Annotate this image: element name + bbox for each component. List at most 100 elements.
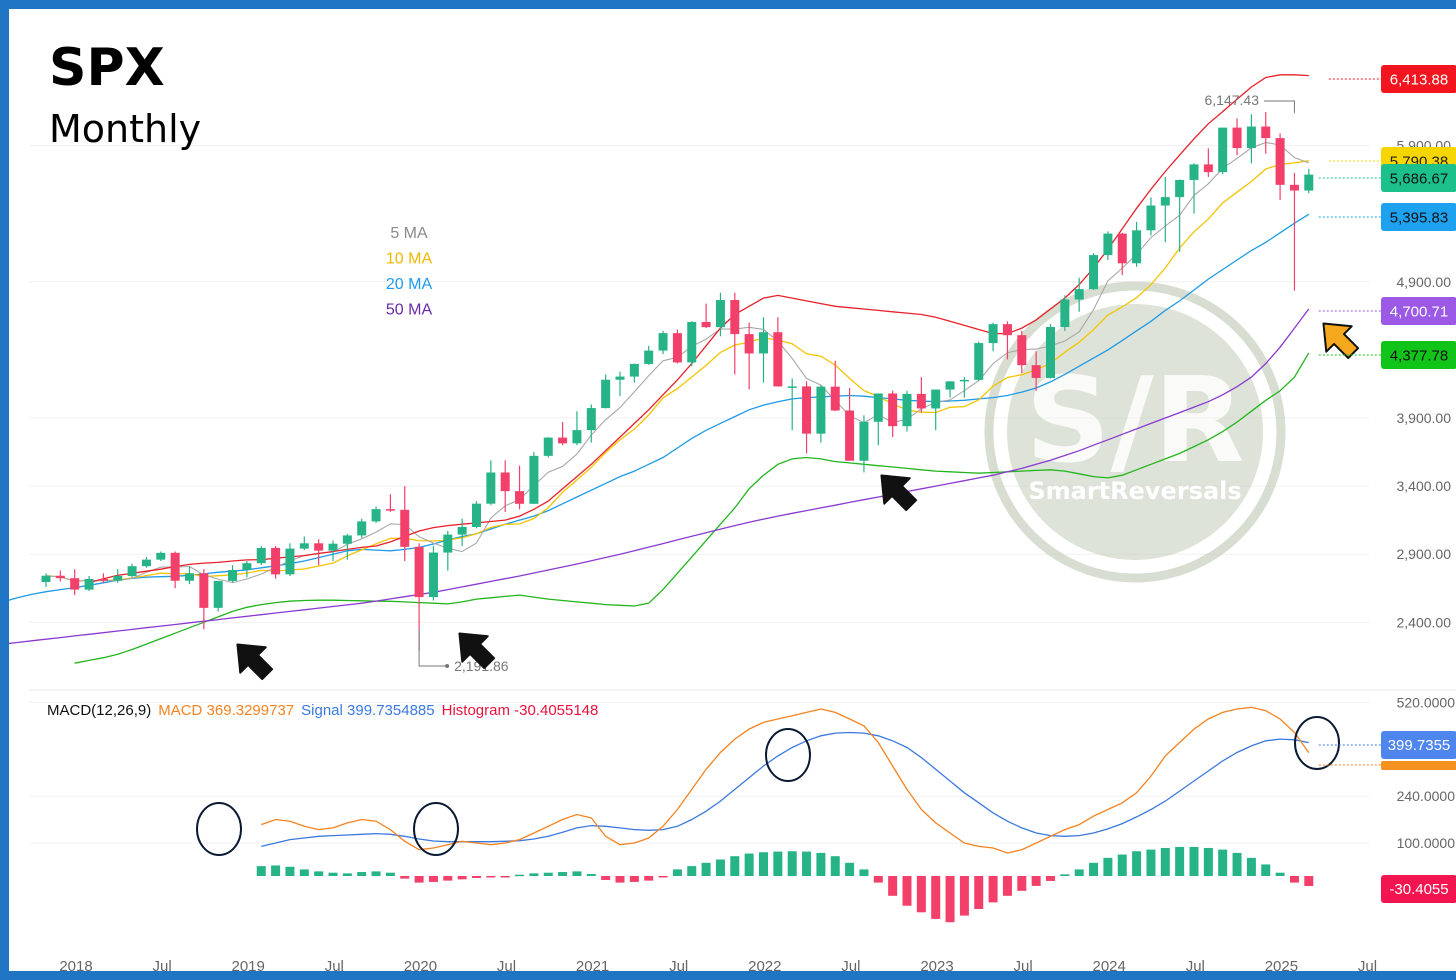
- ma50-badge-label: 4,700.71: [1390, 304, 1448, 321]
- candle-body: [988, 324, 998, 344]
- candle-body: [70, 578, 80, 590]
- legend-item: 20 MA: [386, 276, 433, 293]
- candle-body: [314, 543, 324, 551]
- histogram-bar: [328, 872, 338, 876]
- candle: [931, 389, 941, 431]
- candle-body: [931, 389, 941, 409]
- candle: [515, 465, 525, 510]
- histogram-bar: [1089, 862, 1099, 876]
- candle-body: [701, 321, 711, 328]
- candle: [916, 377, 926, 413]
- time-tick-label: Jul: [669, 958, 688, 975]
- watermark-text: SmartReversals: [1028, 477, 1241, 505]
- candle: [428, 546, 438, 601]
- candle-body: [1275, 138, 1285, 185]
- candle-body: [1232, 127, 1242, 149]
- candle-body: [1002, 324, 1012, 336]
- candle: [1289, 172, 1299, 291]
- candle-body: [342, 535, 352, 544]
- candle: [529, 452, 539, 504]
- last-price-badge-label: 5,686.67: [1390, 171, 1448, 188]
- candle-body: [1146, 205, 1156, 231]
- histogram-bar: [400, 876, 410, 879]
- candle-body: [558, 437, 568, 444]
- candle: [543, 437, 553, 458]
- candle-body: [199, 573, 209, 608]
- candle-body: [500, 472, 510, 492]
- candle: [988, 322, 998, 352]
- histogram-bar: [759, 852, 768, 876]
- spx-chart[interactable]: S/RSmartReversals6,147.432,191.86SPXMont…: [9, 9, 1456, 980]
- candle-body: [170, 552, 180, 581]
- legend-item: 50 MA: [386, 302, 433, 319]
- candle-body: [1103, 233, 1113, 256]
- histogram-bar: [816, 852, 826, 876]
- candle: [572, 411, 582, 446]
- candle-body: [873, 393, 883, 422]
- candle-body: [1160, 197, 1170, 206]
- candle-body: [1218, 127, 1228, 173]
- candle: [672, 329, 682, 364]
- candle: [1060, 295, 1070, 331]
- candle: [271, 546, 281, 579]
- candle: [400, 486, 410, 562]
- histogram-bar: [529, 873, 539, 876]
- histogram-bar: [959, 876, 969, 916]
- ma50-line: [9, 308, 1310, 645]
- candle: [859, 415, 869, 473]
- candle: [500, 460, 510, 512]
- candle-body: [156, 552, 166, 560]
- histogram-bar: [1103, 857, 1113, 876]
- candle: [830, 360, 840, 412]
- candle-body: [744, 334, 754, 354]
- price-tick-label: 3,900.00: [1397, 410, 1452, 426]
- histogram-bar: [773, 851, 783, 876]
- candle-body: [715, 300, 725, 328]
- legend-item: 10 MA: [386, 251, 433, 268]
- histogram-bar: [1175, 846, 1185, 876]
- histogram-bar: [1017, 876, 1027, 891]
- histogram-bar: [715, 859, 725, 876]
- macd-lines: [261, 706, 1310, 854]
- candle-body: [242, 563, 252, 570]
- candle: [1261, 111, 1271, 154]
- histogram-bar: [644, 876, 654, 881]
- histogram-bar: [615, 876, 625, 883]
- histogram-bar: [974, 876, 984, 909]
- histogram-bar: [371, 871, 381, 876]
- histogram-bar: [888, 876, 898, 896]
- histogram-bar: [845, 862, 855, 876]
- histogram-bar: [457, 876, 467, 880]
- histogram-bar: [486, 876, 496, 878]
- candle: [472, 501, 481, 529]
- candle: [787, 378, 797, 431]
- candle: [1232, 118, 1242, 156]
- histogram-bar: [744, 853, 754, 876]
- chart-subtitle: Monthly: [49, 107, 201, 151]
- low-marker-line: [418, 629, 448, 667]
- time-axis: 2018 Jul 2019 Jul 2020 Jul 2021 Jul 2022 Jul 2023 J…: [59, 958, 1377, 975]
- crossover-circle: [765, 728, 811, 782]
- candle: [773, 317, 783, 387]
- candle-body: [428, 552, 438, 598]
- histogram-bar: [1002, 876, 1012, 896]
- candle: [558, 422, 568, 446]
- candle: [586, 404, 596, 443]
- candle: [615, 371, 625, 397]
- candle: [715, 292, 725, 337]
- histogram-bar: [1117, 854, 1127, 876]
- candle: [701, 303, 711, 329]
- histogram-badge: [1381, 875, 1456, 903]
- histogram-bar: [802, 851, 812, 876]
- histogram-bar: [1160, 847, 1170, 876]
- candle: [170, 551, 180, 589]
- candle-body: [98, 578, 108, 581]
- histogram-bar: [515, 874, 525, 877]
- candle-body: [328, 543, 338, 551]
- candle-body: [816, 386, 826, 434]
- time-tick-label: 2024: [1093, 958, 1126, 975]
- candle: [127, 563, 137, 578]
- candle: [802, 381, 812, 454]
- candle-body: [385, 509, 395, 511]
